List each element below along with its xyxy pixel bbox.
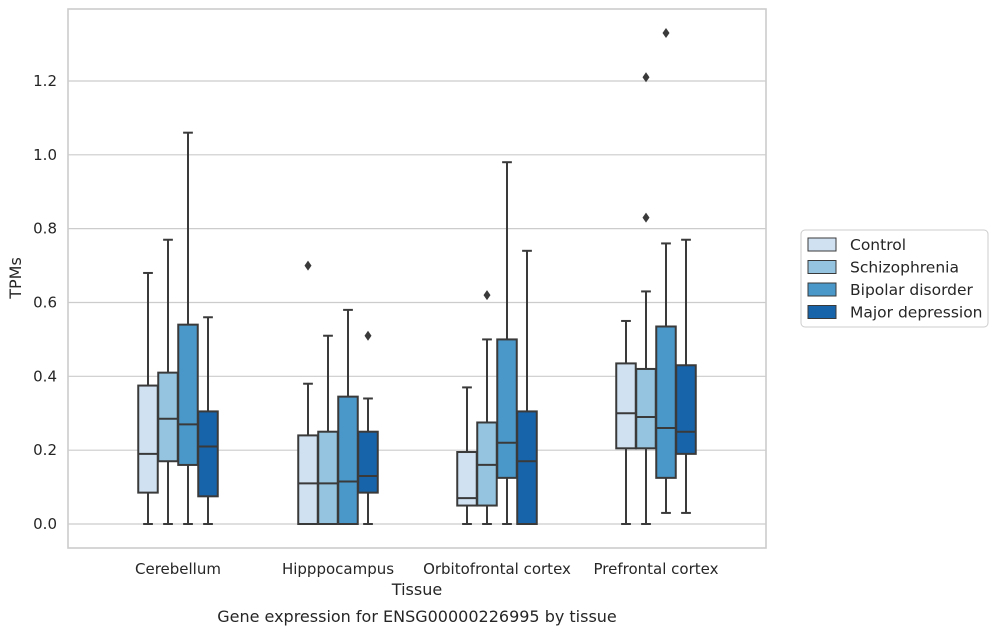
x-tick-label: Prefrontal cortex [594, 560, 719, 578]
box-2-3 [516, 249, 538, 526]
box-body [516, 410, 538, 526]
box-body [615, 362, 637, 450]
y-tick-label: 0.0 [33, 515, 57, 533]
legend-label: Schizophrenia [850, 259, 959, 277]
box-3-1 [635, 72, 657, 526]
legend: Control Schizophrenia Bipolar disorder Majo… [800, 229, 989, 328]
box-1-0 [297, 260, 319, 526]
box-0-0 [137, 271, 159, 526]
legend-label: Control [850, 236, 906, 254]
box-body [357, 430, 379, 494]
legend-swatch [807, 260, 837, 274]
box-0-2 [177, 131, 199, 526]
box-1-2 [337, 308, 359, 526]
y-tick-label: 0.6 [33, 293, 57, 311]
y-tick-label: 0.2 [33, 441, 57, 459]
box-1-1 [317, 334, 339, 526]
box-3-2 [655, 27, 677, 514]
box-2-0 [456, 386, 478, 526]
box-3-3 [675, 238, 697, 514]
box-body [496, 338, 518, 479]
x-tick-label: Hipppocampus [282, 560, 394, 578]
box-body [177, 323, 199, 466]
box-body [137, 384, 159, 494]
x-tick-label: Orbitofrontal cortex [423, 560, 571, 578]
box-body [157, 371, 179, 463]
y-tick-labels: 0.0 0.2 0.4 0.6 0.8 1.0 1.2 [33, 72, 57, 533]
y-axis-label: TPMs [6, 257, 25, 300]
legend-label: Major depression [850, 304, 983, 322]
y-tick-label: 0.4 [33, 367, 57, 385]
box-3-0 [615, 319, 637, 526]
outlier-point [304, 260, 312, 271]
box-body [197, 410, 219, 498]
box-body [337, 395, 359, 526]
outlier-point [662, 27, 670, 38]
plot-frame [67, 8, 767, 549]
outlier-point [483, 290, 491, 301]
box-1-3 [357, 330, 379, 526]
y-tick-label: 1.2 [33, 72, 57, 90]
box-body [297, 434, 319, 526]
box-body [655, 325, 677, 479]
box-2-2 [496, 161, 518, 526]
box-body [317, 430, 339, 526]
x-tick-label: Cerebellum [135, 560, 221, 578]
y-tick-label: 1.0 [33, 146, 57, 164]
legend-swatch [807, 282, 837, 297]
box-0-3 [197, 316, 219, 526]
box-2-1 [476, 290, 498, 526]
legend-label: Bipolar disorder [850, 281, 974, 299]
legend-swatch [807, 305, 837, 319]
legend-swatch [807, 237, 837, 252]
chart-title: Gene expression for ENSG00000226995 by t… [217, 607, 617, 626]
box-0-1 [157, 238, 179, 526]
outlier-point [642, 72, 650, 83]
x-tick-labels: Cerebellum Hipppocampus Orbitofrontal cort… [135, 560, 719, 578]
box-body [635, 367, 657, 450]
outlier-point [364, 330, 372, 341]
y-tick-label: 0.8 [33, 220, 57, 238]
legend-frame [800, 229, 989, 328]
box-body [675, 364, 697, 455]
outlier-point [642, 212, 650, 223]
box-layer [137, 27, 697, 526]
x-axis-label: Tissue [391, 580, 442, 599]
